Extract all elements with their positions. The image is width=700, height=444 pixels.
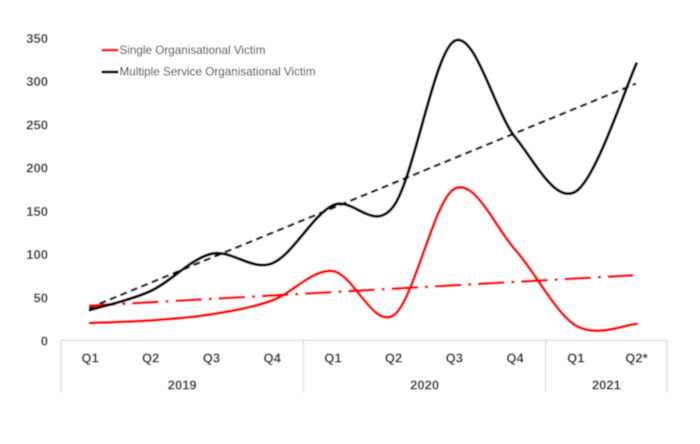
svg-text:Q4: Q4 (264, 350, 282, 365)
svg-text:2019: 2019 (168, 378, 197, 393)
svg-text:Single Organisational Victim: Single Organisational Victim (120, 44, 266, 57)
svg-text:0: 0 (41, 334, 48, 349)
svg-text:Q3: Q3 (203, 350, 220, 365)
svg-text:Q1: Q1 (81, 350, 98, 365)
svg-text:Q1: Q1 (567, 350, 584, 365)
svg-text:150: 150 (26, 204, 48, 219)
svg-text:50: 50 (34, 290, 48, 305)
svg-text:Q2*: Q2* (625, 350, 648, 365)
svg-text:100: 100 (26, 247, 48, 262)
svg-text:250: 250 (26, 117, 48, 132)
svg-text:Q3: Q3 (446, 350, 463, 365)
svg-text:Q1: Q1 (324, 350, 341, 365)
svg-text:Q2: Q2 (385, 350, 402, 365)
svg-text:300: 300 (26, 74, 48, 89)
svg-text:Q4: Q4 (506, 350, 524, 365)
svg-text:350: 350 (26, 31, 48, 46)
svg-text:200: 200 (26, 161, 48, 176)
svg-text:Multiple Service Organisationa: Multiple Service Organisational Victim (120, 66, 316, 79)
svg-text:Q2: Q2 (142, 350, 159, 365)
svg-text:2021: 2021 (592, 378, 621, 393)
svg-text:2020: 2020 (410, 378, 439, 393)
